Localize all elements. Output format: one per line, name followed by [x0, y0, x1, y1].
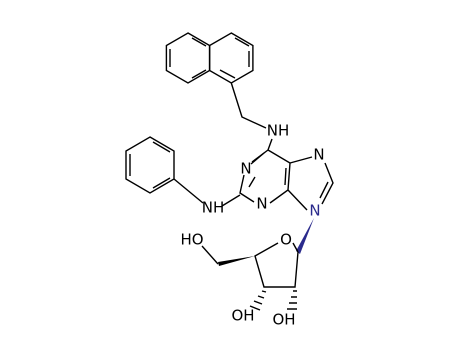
atom-label: N [313, 146, 324, 164]
atom-label: OH [272, 311, 295, 329]
bond [201, 245, 219, 265]
atom-label: N [256, 195, 267, 213]
atom-label: O [280, 231, 292, 249]
atom-label: N [240, 160, 251, 178]
hashed-bond [287, 290, 297, 310]
atom-label: HO [180, 231, 203, 249]
double-bonds [129, 141, 171, 189]
bond [230, 82, 267, 129]
bonds [239, 138, 334, 211]
wedge-bond [218, 256, 255, 266]
hashed-bond [249, 290, 267, 311]
double-bonds [248, 152, 329, 199]
ring [165, 32, 211, 84]
bonds [125, 32, 334, 311]
bond [221, 194, 241, 207]
bond [173, 178, 204, 204]
wedge-bond [296, 218, 314, 254]
atom-label: NH [267, 122, 290, 140]
ring [125, 136, 175, 194]
atom-label: N [309, 202, 320, 220]
ring [254, 242, 299, 288]
atom-label: NH [202, 199, 225, 217]
atom-label: OH [231, 307, 254, 325]
double-bonds [169, 37, 250, 79]
